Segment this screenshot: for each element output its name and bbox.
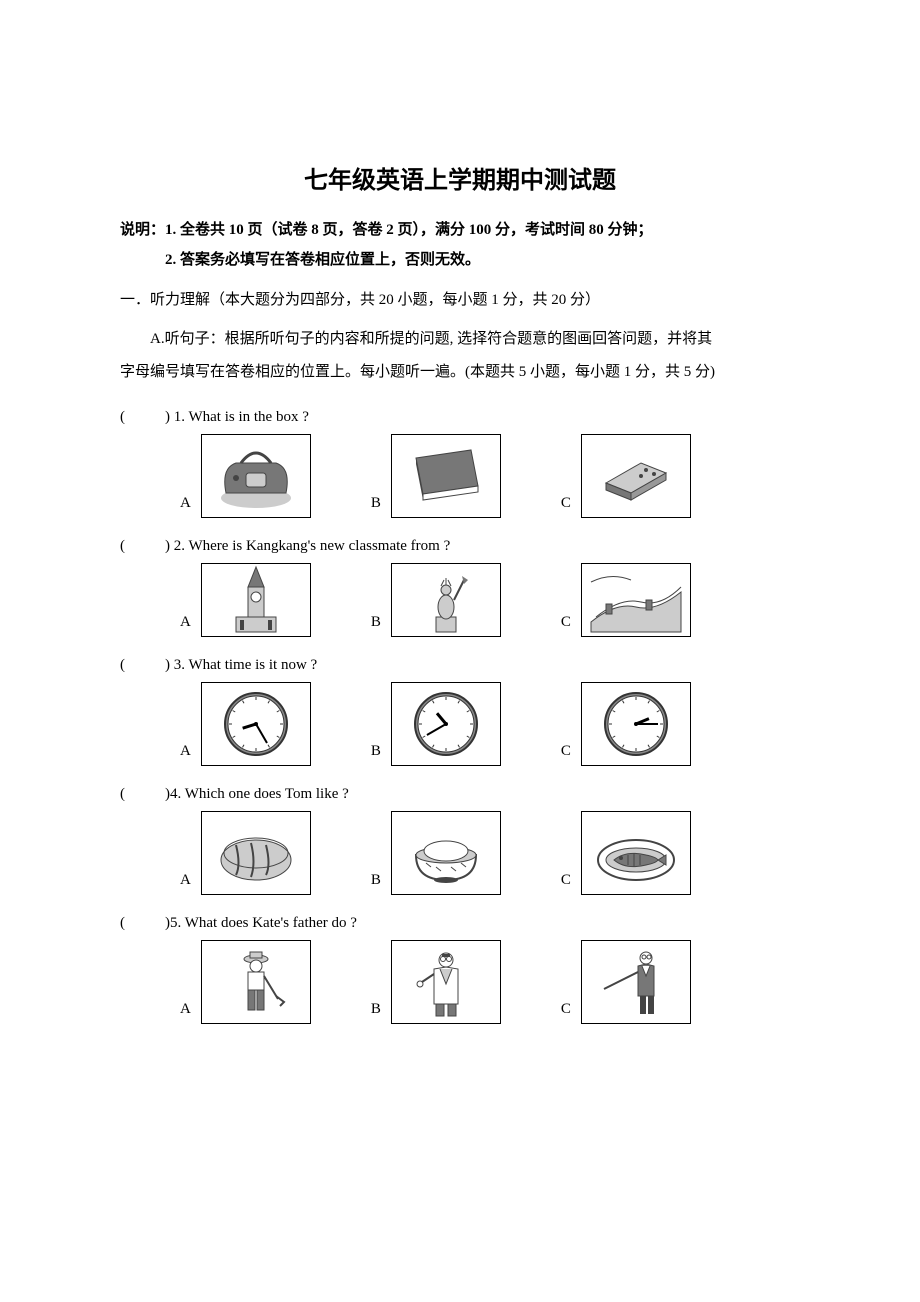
option-label: B [371,1001,381,1024]
question-block: () 3. What time is it now ? A B C [120,657,800,766]
option: C [561,940,691,1024]
option-label: C [561,872,571,895]
option-label: B [371,743,381,766]
option: A [180,811,311,895]
question-text: () 1. What is in the box ? [120,409,800,426]
section1-heading: 一．听力理解（本大题分为四部分，共 20 小题，每小题 1 分，共 20 分） [120,285,800,315]
question-text: () 3. What time is it now ? [120,657,800,674]
page-title: 七年级英语上学期期中测试题 [120,160,800,195]
question-stem: ) 1. What is in the box ? [165,409,309,425]
option: C [561,682,691,766]
fish-icon [581,811,691,895]
bigben-icon [201,563,311,637]
partA-prefix: A. [150,331,165,347]
eraser-icon [581,434,691,518]
option: A [180,940,311,1024]
option-label: C [561,743,571,766]
option-label: C [561,1001,571,1024]
question-block: () 2. Where is Kangkang's new classmate … [120,538,800,637]
option: C [561,563,691,637]
exam-page: 七年级英语上学期期中测试题 说明：1. 全卷共 10 页（试卷 8 页，答卷 2… [0,0,920,1302]
option-label: A [180,872,191,895]
option: B [371,434,501,518]
option: C [561,811,691,895]
partA-instruction-line2: 字母编号填写在答卷相应的位置上。每小题听一遍。(本题共 5 小题，每小题 1 分… [120,356,800,389]
question-text: ()4. Which one does Tom like ? [120,786,800,803]
options-row: A B C [180,682,800,766]
doctor-icon [391,940,501,1024]
question-block: ()5. What does Kate's father do ? A B C [120,915,800,1024]
option-label: A [180,743,191,766]
greatwall-icon [581,563,691,637]
option-label: B [371,614,381,637]
option: B [371,940,501,1024]
instr-label: 说明： [120,222,165,238]
option: B [371,682,501,766]
questions-container: () 1. What is in the box ? A B C () 2. Where… [120,409,800,1024]
partA-instruction: A.听句子：根据所听句子的内容和所提的问题, 选择符合题意的图画回答问题，并将其 [120,323,800,356]
question-stem: ) 3. What time is it now ? [165,657,317,673]
option: A [180,434,311,518]
instructions-block: 说明：1. 全卷共 10 页（试卷 8 页，答卷 2 页），满分 100 分，考… [120,215,800,275]
question-block: () 1. What is in the box ? A B C [120,409,800,518]
options-row: A B C [180,940,800,1024]
question-text: () 2. Where is Kangkang's new classmate … [120,538,800,555]
clock1-icon [201,682,311,766]
options-row: A B C [180,563,800,637]
question-text: ()5. What does Kate's father do ? [120,915,800,932]
teacher-icon [581,940,691,1024]
option: C [561,434,691,518]
option-label: C [561,495,571,518]
option-label: B [371,495,381,518]
bread-icon [201,811,311,895]
question-stem: ) 2. Where is Kangkang's new classmate f… [165,538,450,554]
option-label: A [180,614,191,637]
options-row: A B C [180,811,800,895]
instr-line2: 2. 答案务必填写在答卷相应位置上，否则无效。 [165,245,480,275]
farmer-icon [201,940,311,1024]
options-row: A B C [180,434,800,518]
option: A [180,682,311,766]
book-icon [391,434,501,518]
bag-icon [201,434,311,518]
option-label: A [180,495,191,518]
option-label: B [371,872,381,895]
option-label: A [180,1001,191,1024]
clock2-icon [391,682,501,766]
option: A [180,563,311,637]
instr-line1: 1. 全卷共 10 页（试卷 8 页，答卷 2 页），满分 100 分，考试时间… [165,222,653,238]
question-stem: )5. What does Kate's father do ? [165,915,357,931]
option: B [371,563,501,637]
rice-icon [391,811,501,895]
clock3-icon [581,682,691,766]
question-block: ()4. Which one does Tom like ? A B C [120,786,800,895]
liberty-icon [391,563,501,637]
option-label: C [561,614,571,637]
option: B [371,811,501,895]
question-stem: )4. Which one does Tom like ? [165,786,349,802]
